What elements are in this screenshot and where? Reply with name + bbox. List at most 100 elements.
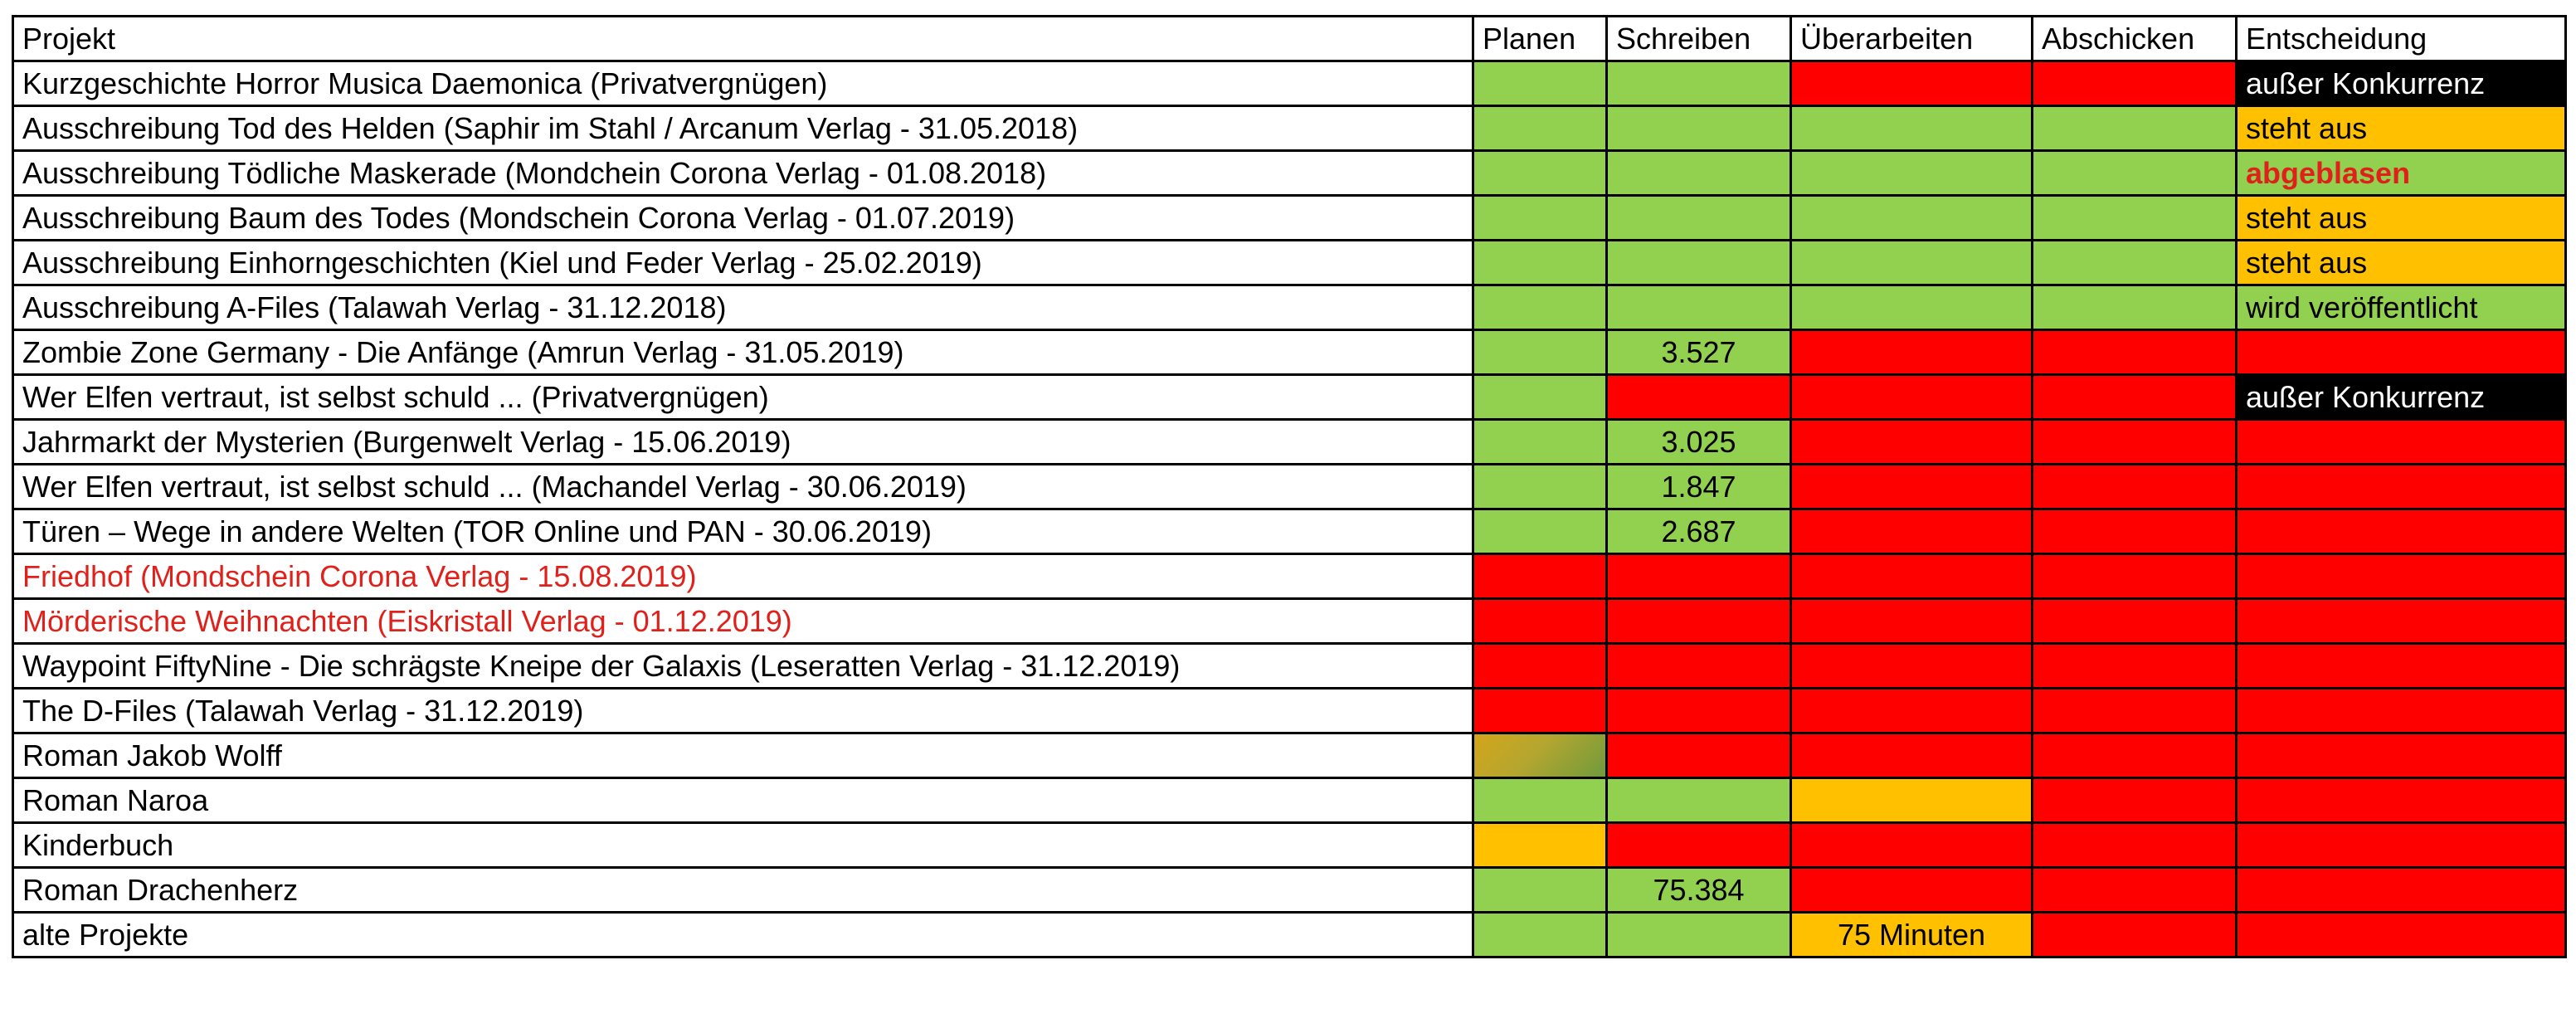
- table-row: Ausschreibung Einhorngeschichten (Kiel u…: [12, 239, 2567, 286]
- status-cell-planen: [1472, 597, 1608, 645]
- status-cell-abschicken: [2031, 149, 2238, 197]
- status-cell-ueberarbeiten: [1790, 194, 2033, 241]
- status-cell-ueberarbeiten: [1790, 329, 2033, 376]
- table-row: The D-Files (Talawah Verlag - 31.12.2019…: [12, 687, 2567, 734]
- status-cell-planen: [1472, 732, 1608, 779]
- status-cell-abschicken: [2031, 105, 2238, 152]
- status-cell-schreiben: [1605, 821, 1792, 869]
- status-cell-ueberarbeiten: [1790, 418, 2033, 465]
- status-cell-schreiben: 2.687: [1605, 508, 1792, 555]
- status-cell-planen: [1472, 239, 1608, 286]
- status-cell-ueberarbeiten: [1790, 105, 2033, 152]
- status-cell-entscheidung: außer Konkurrenz: [2235, 60, 2567, 107]
- status-cell-schreiben: [1605, 687, 1792, 734]
- status-cell-entscheidung: [2235, 866, 2567, 914]
- status-cell-ueberarbeiten: [1790, 239, 2033, 286]
- project-name-cell: Ausschreibung Einhorngeschichten (Kiel u…: [12, 239, 1474, 286]
- project-name-cell: Jahrmarkt der Mysterien (Burgenwelt Verl…: [12, 418, 1474, 465]
- project-name-cell: Zombie Zone Germany - Die Anfänge (Amrun…: [12, 329, 1474, 376]
- status-cell-ueberarbeiten: [1790, 821, 2033, 869]
- table-row: alte Projekte 75 Minuten: [12, 911, 2567, 958]
- table-row: Wer Elfen vertraut, ist selbst schuld ..…: [12, 373, 2567, 421]
- status-cell-entscheidung: [2235, 508, 2567, 555]
- status-cell-entscheidung: [2235, 418, 2567, 465]
- project-name-cell: The D-Files (Talawah Verlag - 31.12.2019…: [12, 687, 1474, 734]
- status-cell-planen: [1472, 777, 1608, 824]
- status-cell-schreiben: [1605, 911, 1792, 958]
- status-cell-ueberarbeiten: [1790, 373, 2033, 421]
- status-cell-ueberarbeiten: [1790, 642, 2033, 689]
- status-cell-ueberarbeiten: [1790, 149, 2033, 197]
- status-cell-entscheidung: [2235, 821, 2567, 869]
- status-cell-abschicken: [2031, 329, 2238, 376]
- status-cell-schreiben: [1605, 642, 1792, 689]
- status-cell-entscheidung: [2235, 911, 2567, 958]
- status-cell-abschicken: [2031, 642, 2238, 689]
- status-cell-entscheidung: [2235, 329, 2567, 376]
- status-cell-ueberarbeiten: [1790, 687, 2033, 734]
- status-cell-schreiben: [1605, 597, 1792, 645]
- status-cell-abschicken: [2031, 553, 2238, 600]
- project-name-cell: Ausschreibung Baum des Todes (Mondschein…: [12, 194, 1474, 241]
- status-cell-abschicken: [2031, 60, 2238, 107]
- status-cell-planen: [1472, 329, 1608, 376]
- status-cell-abschicken: [2031, 597, 2238, 645]
- project-name-cell: Waypoint FiftyNine - Die schrägste Kneip…: [12, 642, 1474, 689]
- table-row: Mörderische Weihnachten (Eiskristall Ver…: [12, 597, 2567, 645]
- project-status-table: Projekt Planen Schreiben Überarbeiten Ab…: [12, 15, 2567, 958]
- table-row: Roman Jakob Wolff: [12, 732, 2567, 779]
- status-cell-schreiben: [1605, 732, 1792, 779]
- project-name-cell: Roman Jakob Wolff: [12, 732, 1474, 779]
- status-cell-abschicken: [2031, 284, 2238, 331]
- table-row: Friedhof (Mondschein Corona Verlag - 15.…: [12, 553, 2567, 600]
- project-name-cell: Kinderbuch: [12, 821, 1474, 869]
- status-cell-planen: [1472, 194, 1608, 241]
- header-schreiben: Schreiben: [1605, 15, 1792, 62]
- status-cell-abschicken: [2031, 911, 2238, 958]
- project-name-cell: Roman Naroa: [12, 777, 1474, 824]
- table-row: Ausschreibung Baum des Todes (Mondschein…: [12, 194, 2567, 241]
- project-name-cell: Wer Elfen vertraut, ist selbst schuld ..…: [12, 463, 1474, 510]
- status-cell-schreiben: 75.384: [1605, 866, 1792, 914]
- project-name-cell: Ausschreibung Tödliche Maskerade (Mondch…: [12, 149, 1474, 197]
- table-row: Jahrmarkt der Mysterien (Burgenwelt Verl…: [12, 418, 2567, 465]
- status-cell-abschicken: [2031, 866, 2238, 914]
- project-name-cell: alte Projekte: [12, 911, 1474, 958]
- status-cell-planen: [1472, 508, 1608, 555]
- table-row: Kurzgeschichte Horror Musica Daemonica (…: [12, 60, 2567, 107]
- project-name-cell: Wer Elfen vertraut, ist selbst schuld ..…: [12, 373, 1474, 421]
- status-cell-ueberarbeiten: 75 Minuten: [1790, 911, 2033, 958]
- table-row: Kinderbuch: [12, 821, 2567, 869]
- project-name-cell: Roman Drachenherz: [12, 866, 1474, 914]
- table-row: Roman Naroa: [12, 777, 2567, 824]
- project-name-cell: Ausschreibung Tod des Helden (Saphir im …: [12, 105, 1474, 152]
- table-row: Türen – Wege in andere Welten (TOR Onlin…: [12, 508, 2567, 555]
- status-cell-ueberarbeiten: [1790, 777, 2033, 824]
- status-cell-entscheidung: steht aus: [2235, 194, 2567, 241]
- status-cell-abschicken: [2031, 194, 2238, 241]
- status-cell-schreiben: [1605, 373, 1792, 421]
- status-cell-entscheidung: [2235, 687, 2567, 734]
- status-cell-ueberarbeiten: [1790, 60, 2033, 107]
- status-cell-ueberarbeiten: [1790, 284, 2033, 331]
- table-row: Ausschreibung Tod des Helden (Saphir im …: [12, 105, 2567, 152]
- status-cell-schreiben: [1605, 239, 1792, 286]
- status-cell-planen: [1472, 60, 1608, 107]
- status-cell-schreiben: [1605, 105, 1792, 152]
- project-name-cell: Kurzgeschichte Horror Musica Daemonica (…: [12, 60, 1474, 107]
- status-cell-planen: [1472, 373, 1608, 421]
- status-cell-entscheidung: außer Konkurrenz: [2235, 373, 2567, 421]
- header-entscheidung: Entscheidung: [2235, 15, 2567, 62]
- status-cell-entscheidung: [2235, 732, 2567, 779]
- status-cell-planen: [1472, 642, 1608, 689]
- status-cell-abschicken: [2031, 821, 2238, 869]
- status-cell-ueberarbeiten: [1790, 866, 2033, 914]
- status-cell-planen: [1472, 821, 1608, 869]
- status-cell-schreiben: 3.025: [1605, 418, 1792, 465]
- table-row: Roman Drachenherz 75.384: [12, 866, 2567, 914]
- status-cell-planen: [1472, 149, 1608, 197]
- status-cell-schreiben: [1605, 149, 1792, 197]
- status-cell-entscheidung: [2235, 642, 2567, 689]
- status-cell-schreiben: [1605, 284, 1792, 331]
- status-cell-entscheidung: wird veröffentlicht: [2235, 284, 2567, 331]
